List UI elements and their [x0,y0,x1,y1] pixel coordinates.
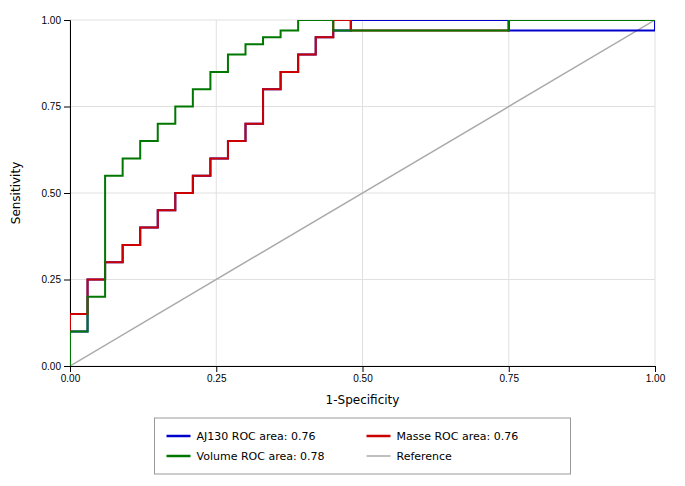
y-tick: 0.75 [42,101,70,112]
y-tick-label: 0.75 [42,101,62,112]
y-tick: 0.50 [42,188,70,199]
legend-swatch [167,435,191,438]
grid-line [70,279,655,280]
x-tick: 0.25 [207,366,227,384]
x-tick-mark [363,366,364,372]
x-tick-mark [655,366,656,372]
x-tick-label: 1.00 [646,373,666,384]
x-tick: 1.00 [646,366,666,384]
y-tick-mark [64,107,70,108]
grid [70,20,655,366]
legend-swatch [167,455,191,458]
y-tick: 0.00 [42,361,70,372]
legend-label: AJ130 ROC area: 0.76 [197,430,316,443]
y-tick-mark [64,280,70,281]
legend-label: Volume ROC area: 0.78 [197,450,325,463]
plot-area: 0.00 0.25 0.50 0.75 1.00 0.00 0.25 0.50 0.75 1.00… [9,15,666,407]
series-line [70,20,655,366]
y-tick-mark [64,366,70,367]
x-tick-label: 0.00 [61,373,81,384]
legend-entry: AJ130 ROC area: 0.76 [167,430,316,443]
y-tick-mark [64,20,70,21]
y-axis: 0.00 0.25 0.50 0.75 1.00 [42,15,71,372]
y-axis-title: Sensitivity [9,162,23,224]
chart: 0.00 0.25 0.50 0.75 1.00 0.00 0.25 0.50 0.75 1.00… [0,0,685,486]
y-tick-label: 0.50 [42,188,62,199]
x-tick-mark [509,366,510,372]
x-tick: 0.75 [500,366,520,384]
y-tick-mark [64,193,70,194]
y-tick-label: 0.25 [42,274,62,285]
lines [70,20,655,366]
x-tick: 0.00 [61,366,81,384]
legend-label: Masse ROC area: 0.76 [397,430,519,443]
x-tick: 0.50 [353,366,373,384]
legend: AJ130 ROC area: 0.76 Masse ROC area: 0.76… [155,418,571,474]
y-tick-label: 0.00 [42,361,62,372]
y-axis-line [64,21,71,367]
x-axis: 0.00 0.25 0.50 0.75 1.00 [61,366,666,384]
legend-box [155,418,571,474]
y-tick-label: 1.00 [42,15,62,26]
series-line [70,20,655,366]
legend-label: Reference [397,450,453,463]
series-line [70,20,655,366]
x-axis-title: 1-Specificity [326,393,400,407]
x-axis-line [71,367,656,373]
legend-entry: Reference [367,450,453,463]
grid-line [70,106,655,107]
legend-swatch [367,435,391,438]
y-tick: 1.00 [42,15,70,26]
legend-entry: Masse ROC area: 0.76 [367,430,519,443]
legend-swatch [367,455,391,457]
x-tick-label: 0.75 [500,373,520,384]
x-tick-mark [216,366,217,372]
x-tick-label: 0.25 [207,373,227,384]
series-line [70,20,655,366]
legend-entry: Volume ROC area: 0.78 [167,450,325,463]
x-tick-label: 0.50 [353,373,373,384]
y-tick: 0.25 [42,274,70,285]
